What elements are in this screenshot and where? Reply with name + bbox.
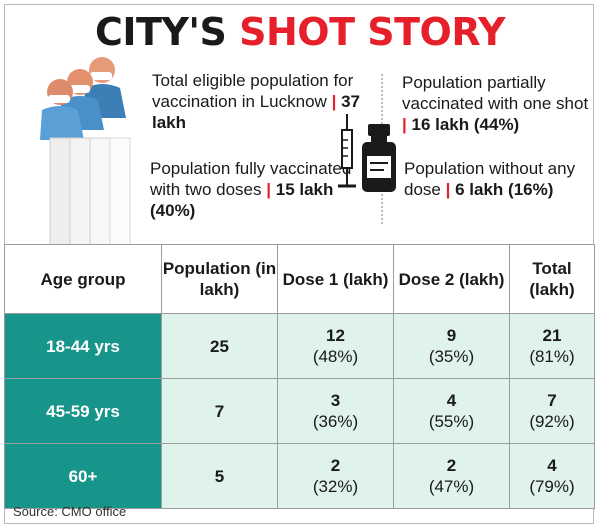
dose1-cell: 3 (36%) xyxy=(277,378,394,444)
dose1-cell: 2 (32%) xyxy=(277,443,394,509)
fact-no-dose: Population without any dose | 6 lakh (16… xyxy=(404,159,576,199)
page-title: CITY'S SHOT STORY xyxy=(94,10,506,54)
people-queue-illustration xyxy=(40,57,131,246)
dose2-cell: 9 (35%) xyxy=(393,313,510,379)
total-cell: 7 (92%) xyxy=(509,378,595,444)
table-header-row: Age group Population (in lakh) Dose 1 (l… xyxy=(4,244,595,314)
population-cell: 5 xyxy=(161,443,278,509)
dose1-cell: 12 (48%) xyxy=(277,313,394,379)
header-total: Total (lakh) xyxy=(509,244,595,314)
population-cell: 25 xyxy=(161,313,278,379)
total-cell: 4 (79%) xyxy=(509,443,595,509)
table-row: 18-44 yrs 25 12 (48%) 9 (35%) 21 (81%) xyxy=(4,313,595,379)
fact-partially-vaccinated: Population partially vaccinated with one… xyxy=(402,73,589,134)
age-cell: 18-44 yrs xyxy=(4,313,162,379)
age-cell: 45-59 yrs xyxy=(4,378,162,444)
person-front xyxy=(40,79,84,140)
header-dose-1: Dose 1 (lakh) xyxy=(277,244,394,314)
total-cell: 21 (81%) xyxy=(509,313,595,379)
table-row: 45-59 yrs 7 3 (36%) 4 (55%) 7 (92%) xyxy=(4,378,595,444)
vaccine-vial-icon xyxy=(362,124,396,192)
header-population: Population (in lakh) xyxy=(161,244,278,314)
table-row: 60+ 5 2 (32%) 2 (47%) 4 (79%) xyxy=(4,443,595,509)
vaccination-table: Age group Population (in lakh) Dose 1 (l… xyxy=(4,244,595,509)
fact-eligible: Total eligible population for vaccinatio… xyxy=(152,71,360,132)
population-cell: 7 xyxy=(161,378,278,444)
header-dose-2: Dose 2 (lakh) xyxy=(393,244,510,314)
fact-fully-vaccinated: Population fully vaccinated with two dos… xyxy=(150,159,352,220)
dose2-cell: 2 (47%) xyxy=(393,443,510,509)
source-note: Source: CMO office xyxy=(13,504,127,519)
syringe-icon xyxy=(338,114,356,188)
header-age-group: Age group xyxy=(4,244,162,314)
age-cell: 60+ xyxy=(4,443,162,509)
dose2-cell: 4 (55%) xyxy=(393,378,510,444)
